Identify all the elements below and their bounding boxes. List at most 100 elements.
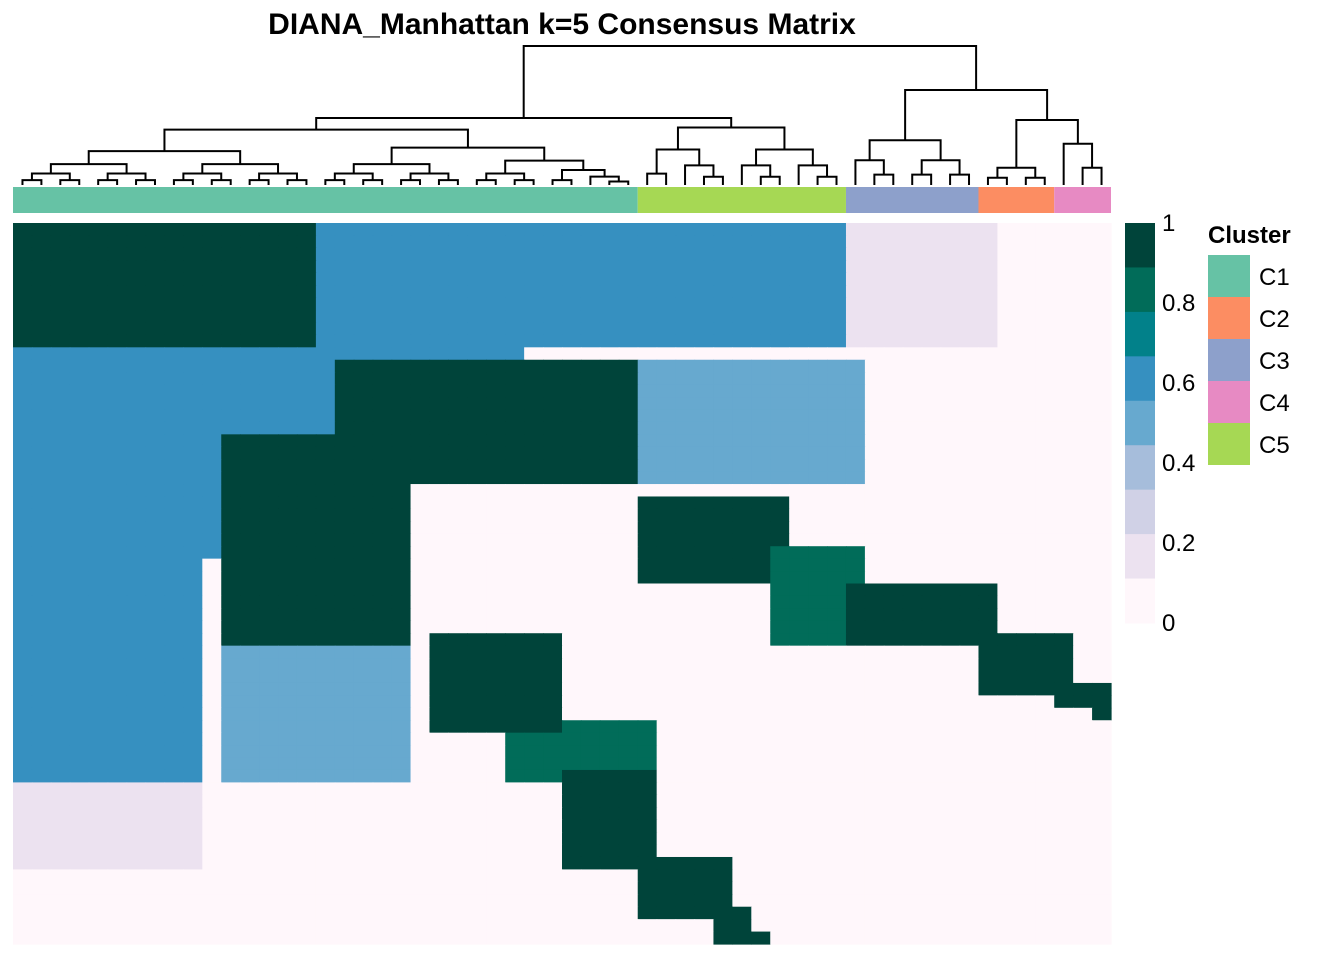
- heatmap-cell: [864, 807, 885, 821]
- heatmap-cell: [429, 782, 450, 796]
- heatmap-cell: [315, 558, 336, 572]
- heatmap-cell: [429, 397, 450, 411]
- heatmap-cell: [808, 919, 828, 933]
- heatmap-cell: [1016, 595, 1036, 609]
- heatmap-cell: [353, 297, 374, 311]
- heatmap-cell: [580, 583, 601, 597]
- heatmap-cell: [845, 359, 866, 373]
- heatmap-cell: [789, 297, 809, 311]
- heatmap-cell: [486, 720, 506, 734]
- heatmap-cell: [13, 819, 33, 833]
- heatmap-cell: [202, 508, 222, 522]
- heatmap-cell: [278, 521, 298, 535]
- heatmap-cell: [713, 297, 733, 311]
- heatmap-cell: [997, 869, 1017, 883]
- heatmap-cell: [107, 720, 128, 734]
- heatmap-cell: [524, 272, 544, 286]
- heatmap-cell: [921, 906, 942, 920]
- heatmap-cell: [827, 260, 847, 274]
- heatmap-cell: [524, 434, 544, 448]
- heatmap-cell: [902, 745, 923, 759]
- heatmap-cell: [789, 844, 809, 858]
- heatmap-cell: [88, 633, 109, 647]
- heatmap-cell: [467, 247, 487, 261]
- heatmap-cell: [921, 794, 942, 808]
- heatmap-cell: [145, 745, 166, 759]
- heatmap-cell: [827, 571, 847, 585]
- heatmap-cell: [315, 397, 336, 411]
- heatmap-cell: [656, 347, 677, 361]
- heatmap-cell: [1073, 919, 1093, 933]
- heatmap-cell: [259, 372, 279, 386]
- heatmap-cell: [770, 272, 790, 286]
- heatmap-cell: [1092, 919, 1112, 933]
- heatmap-cell: [902, 919, 923, 933]
- heatmap-cell: [637, 496, 658, 510]
- heatmap-cell: [353, 347, 374, 361]
- heatmap-cell: [372, 819, 393, 833]
- heatmap-cell: [69, 297, 90, 311]
- heatmap-cell: [315, 645, 336, 659]
- heatmap-cell: [278, 285, 298, 299]
- heatmap-cell: [1092, 633, 1112, 647]
- heatmap-cell: [505, 595, 525, 609]
- heatmap-cell: [864, 384, 885, 398]
- heatmap-cell: [467, 334, 487, 348]
- heatmap-cell: [467, 322, 487, 336]
- heatmap-cell: [429, 359, 450, 373]
- heatmap-cell: [164, 869, 184, 883]
- heatmap-cell: [107, 645, 128, 659]
- heatmap-cell: [845, 769, 866, 783]
- heatmap-cell: [1054, 260, 1074, 274]
- heatmap-cell: [694, 844, 715, 858]
- heatmap-cell: [789, 894, 809, 908]
- heatmap-cell: [883, 359, 904, 373]
- heatmap-cell: [13, 869, 33, 883]
- heatmap-cell: [827, 471, 847, 485]
- heatmap-cell: [164, 658, 184, 672]
- heatmap-cell: [694, 595, 715, 609]
- heatmap-cell: [599, 769, 620, 783]
- heatmap-cell: [845, 856, 866, 871]
- heatmap-cell: [391, 745, 412, 759]
- heatmap-cell: [675, 334, 696, 348]
- heatmap-cell: [221, 334, 241, 348]
- heatmap-cell: [864, 707, 885, 721]
- heatmap-cell: [240, 757, 260, 771]
- dendrogram-link: [986, 176, 1008, 185]
- heatmap-cell: [1092, 533, 1112, 547]
- heatmap-cell: [334, 832, 355, 846]
- heatmap-cell: [221, 347, 241, 361]
- heatmap-cell: [391, 446, 412, 460]
- heatmap-cell: [315, 322, 336, 336]
- heatmap-cell: [259, 844, 279, 858]
- heatmap-cell: [372, 446, 393, 460]
- heatmap-cell: [296, 919, 317, 933]
- heatmap-cell: [845, 247, 866, 261]
- heatmap-cell: [372, 595, 393, 609]
- heatmap-cell: [240, 645, 260, 659]
- heatmap-cell: [902, 856, 923, 871]
- heatmap-cell: [486, 919, 506, 933]
- heatmap-cell: [751, 720, 771, 734]
- heatmap-cell: [562, 819, 582, 833]
- heatmap-cell: [656, 645, 677, 659]
- heatmap-cell: [240, 384, 260, 398]
- heatmap-cell: [202, 906, 222, 920]
- heatmap-cell: [732, 819, 752, 833]
- heatmap-cell: [505, 620, 525, 634]
- heatmap-cell: [372, 620, 393, 634]
- heatmap-cell: [240, 819, 260, 833]
- heatmap-cell: [88, 421, 109, 435]
- heatmap-cell: [126, 832, 147, 846]
- heatmap-cell: [789, 720, 809, 734]
- heatmap-cell: [240, 508, 260, 522]
- heatmap-cell: [410, 421, 431, 435]
- heatmap-cell: [656, 919, 677, 933]
- heatmap-cell: [505, 769, 525, 783]
- heatmap-cell: [732, 223, 752, 237]
- heatmap-cell: [486, 533, 506, 547]
- heatmap-cell: [732, 471, 752, 485]
- heatmap-cell: [1035, 322, 1055, 336]
- heatmap-cell: [1092, 521, 1112, 535]
